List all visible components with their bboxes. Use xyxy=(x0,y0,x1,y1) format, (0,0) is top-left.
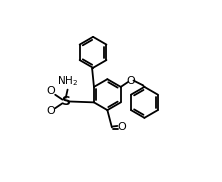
Text: O: O xyxy=(46,106,55,116)
Text: O: O xyxy=(46,86,55,96)
Text: NH$_2$: NH$_2$ xyxy=(57,75,78,88)
Text: O: O xyxy=(126,76,135,86)
Text: O: O xyxy=(117,122,126,132)
Text: S: S xyxy=(61,95,70,108)
